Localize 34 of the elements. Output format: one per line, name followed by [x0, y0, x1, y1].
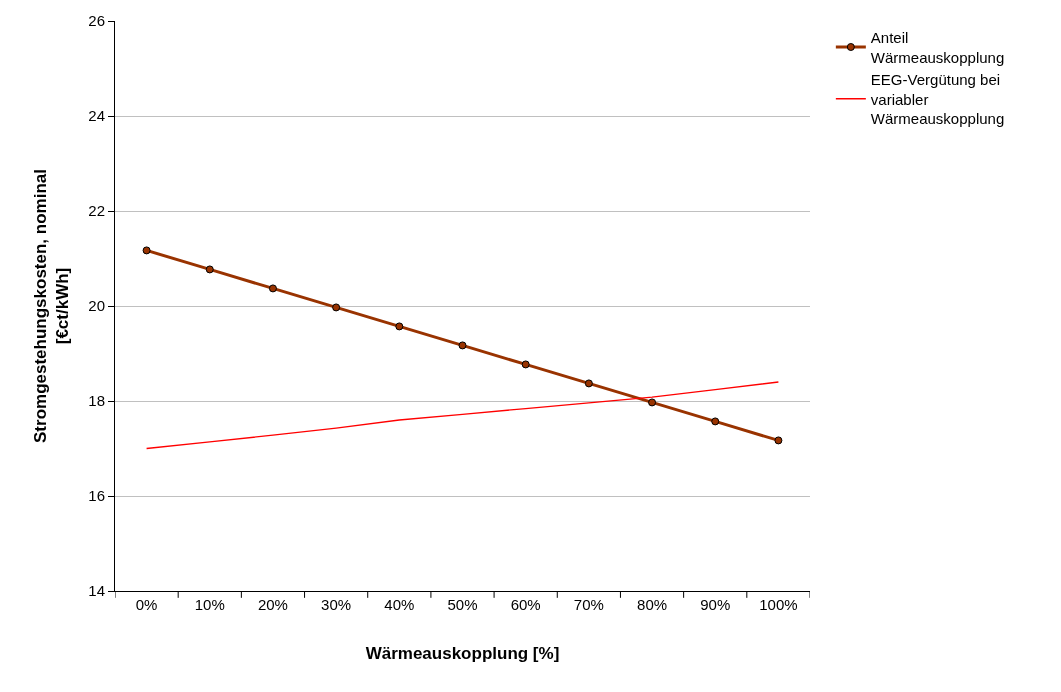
y-tick-label: 24	[88, 107, 105, 125]
point	[584, 379, 593, 388]
point	[142, 246, 151, 255]
x-tick-label: 30%	[321, 596, 352, 613]
y-tick-label: 26	[88, 12, 105, 30]
point	[648, 398, 657, 407]
x-tick-label: 40%	[384, 596, 415, 613]
y-axis-title: Stromgestehungskosten, nominal [€ct/kWh]	[30, 169, 72, 443]
point	[268, 284, 277, 293]
y-tick-label: 20	[88, 297, 105, 315]
legend-label: Anteil Wärmeauskopplung	[870, 29, 1005, 66]
x-tick-label: 70%	[573, 596, 604, 613]
point	[521, 360, 530, 369]
y-tick-label: 22	[88, 202, 105, 220]
x-tick-label: 0%	[135, 596, 158, 613]
y-tick-label: 16	[88, 487, 105, 505]
y-tick-label: 14	[88, 582, 105, 600]
x-tick-label: 20%	[257, 596, 288, 613]
x-tick-label: 100%	[759, 596, 798, 613]
x-tick-label: 80%	[637, 596, 668, 613]
point	[458, 341, 467, 350]
point	[395, 322, 404, 331]
point	[332, 303, 341, 312]
x-tick-label: 10%	[194, 596, 225, 613]
point	[205, 265, 214, 274]
x-tick-label: 50%	[447, 596, 478, 613]
point	[774, 436, 783, 445]
point	[711, 417, 720, 426]
legend-label: EEG-Vergütung bei variabler Wärmeauskopplung	[870, 71, 1005, 128]
x-tick-label: 90%	[700, 596, 731, 613]
line-series	[145, 381, 780, 450]
y-tick-label: 18	[88, 392, 105, 410]
x-axis-title: Wärmeauskopplung [%]	[365, 644, 560, 664]
x-tick-label: 60%	[510, 596, 541, 613]
